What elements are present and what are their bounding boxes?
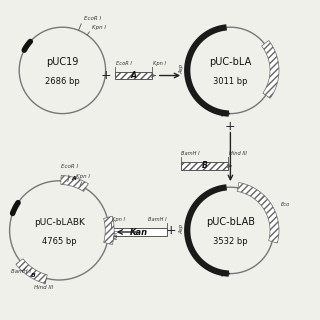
Text: Kpn I: Kpn I (153, 60, 166, 66)
Text: 4765 bp: 4765 bp (42, 237, 76, 246)
Text: pUC-bLA: pUC-bLA (209, 57, 252, 67)
Text: Asp: Asp (179, 64, 184, 74)
Text: EcoR I: EcoR I (116, 60, 132, 66)
Text: A: A (131, 71, 137, 80)
Text: Hind III: Hind III (229, 151, 247, 156)
Polygon shape (262, 41, 279, 98)
Text: 3532 bp: 3532 bp (213, 237, 248, 246)
Text: Kpn I: Kpn I (112, 217, 125, 222)
Polygon shape (104, 216, 114, 244)
Polygon shape (115, 72, 152, 79)
Text: Kpn I: Kpn I (92, 25, 107, 30)
Text: +: + (166, 224, 177, 237)
Text: A: A (71, 176, 76, 181)
Text: EcoR I: EcoR I (61, 164, 78, 169)
Text: BamH I: BamH I (148, 217, 167, 222)
Text: EcoR I: EcoR I (84, 16, 101, 21)
Text: Kpn I: Kpn I (76, 174, 90, 179)
Polygon shape (237, 183, 265, 202)
Text: BamH I: BamH I (11, 269, 31, 274)
Text: B: B (31, 273, 36, 278)
Polygon shape (61, 175, 88, 191)
Text: Hind III: Hind III (34, 285, 53, 290)
Text: 2686 bp: 2686 bp (45, 77, 80, 86)
Text: B: B (202, 161, 207, 171)
Text: Eco: Eco (281, 202, 290, 207)
Polygon shape (16, 259, 47, 284)
Text: 3011 bp: 3011 bp (213, 77, 248, 86)
Text: Kan: Kan (130, 228, 148, 237)
Text: Asp: Asp (179, 224, 184, 234)
Polygon shape (111, 228, 167, 236)
Text: +: + (100, 69, 111, 82)
Text: BamH I: BamH I (181, 151, 200, 156)
Polygon shape (259, 196, 279, 243)
Text: pUC19: pUC19 (46, 57, 79, 67)
Text: +: + (225, 120, 236, 133)
Text: pUC-bLAB: pUC-bLAB (206, 217, 255, 227)
Text: pUC-bLABK: pUC-bLABK (34, 218, 84, 227)
Polygon shape (181, 162, 228, 170)
Text: Kan: Kan (114, 228, 119, 239)
